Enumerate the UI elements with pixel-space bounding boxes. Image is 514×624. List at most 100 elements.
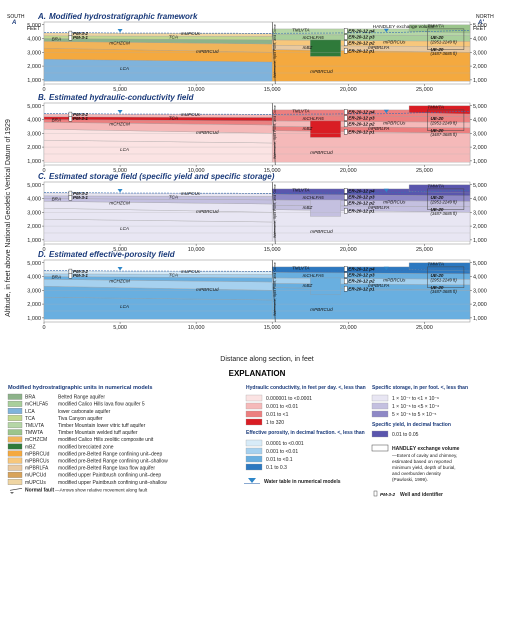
- x-tick-label: 15,000: [264, 87, 281, 93]
- unit-label-mchzcm: mCHZCM: [109, 122, 130, 127]
- porosity-swatch: [245, 447, 263, 455]
- water-table-symbol: [117, 29, 123, 33]
- ss-range-label: 1 × 10⁻⁶ to <5 × 10⁻⁶: [392, 404, 439, 410]
- explanation-legend: EXPLANATION Modified hydrostratigraphic …: [7, 369, 468, 498]
- water-table-symbol: [383, 266, 389, 271]
- well-marker: [344, 266, 348, 272]
- unit-label-mchlfa5: mCHLFA5: [303, 195, 325, 200]
- legend-swatch-mupcud: [7, 471, 23, 478]
- y-axis-label: Altitude, in feet above National Geodeti…: [5, 119, 12, 317]
- fault-label: Wahmonie, Split Point, and Dome: [273, 105, 277, 159]
- section-end-north: NORTH: [476, 14, 494, 20]
- units-heading: Modified hydrostratigraphic units in num…: [8, 385, 153, 391]
- legend-name-mpbrcus: modified pre-Belted Range confining unit…: [58, 459, 168, 465]
- well-legend-id: PM-3-2: [380, 492, 396, 497]
- layer-lca: [43, 219, 273, 242]
- well-label-ue20-lower: UE-20: [430, 285, 443, 290]
- handley-legend-desc: (Pawloski, 1999).: [392, 477, 428, 482]
- hk-range-label: 1 to 320: [266, 420, 284, 426]
- unit-label-mchlfa5: mCHLFA5: [303, 273, 325, 278]
- x-axis-label: Distance along section, in feet: [220, 356, 313, 363]
- y-tick-label-right: 5,000: [473, 183, 487, 189]
- well-label-pm32: PM-3-2: [73, 269, 89, 274]
- panel-d: D. Estimated effective-porosity field Wahm…: [27, 250, 487, 331]
- well-interval-ue20-upper: (2951-2249 ft): [430, 277, 457, 282]
- well-label-er4: ER-20-12 p1: [348, 286, 375, 291]
- panel-title-text: Estimated effective-porosity field: [49, 250, 176, 259]
- hk-range-label: 0.000001 to <0.0001: [266, 396, 312, 402]
- unit-label-mpbrcus: mPBRCUs: [383, 277, 406, 282]
- unit-label-tmlvta: TMLVTA: [292, 265, 310, 270]
- y-tick-label-left: 2,000: [27, 302, 41, 308]
- unit-label-lca: LCA: [120, 66, 129, 71]
- water-table-symbol: [117, 189, 123, 193]
- water-table-line: [43, 29, 471, 34]
- y-tick-label-left: 1,000: [27, 159, 41, 165]
- well-label-ue20-upper: UE-20: [430, 35, 443, 40]
- ss-swatch: [371, 394, 389, 402]
- hk-swatch: [245, 394, 263, 402]
- panel-letter: C.: [38, 172, 46, 181]
- unit-label-tmwta: TMWTA: [427, 24, 444, 29]
- x-tick-label: 5,000: [113, 87, 127, 93]
- well-marker: [344, 28, 348, 34]
- legend-name-lca: lower carbonate aquifer: [58, 409, 111, 415]
- legend-fault-desc: —Arrows show relative movement along fau…: [55, 487, 148, 492]
- panel-letter: A.: [37, 12, 46, 21]
- sy-heading: Specific yield, in decimal fraction: [372, 422, 451, 428]
- well-marker: [344, 129, 348, 135]
- y-tick-label-left: 4,000: [27, 275, 41, 281]
- well-interval-ue20-lower: (3487-3685 ft): [430, 289, 457, 294]
- well-label-er2: ER-20-12 p3: [348, 273, 375, 278]
- unit-label-tmlvta: TMLVTA: [292, 187, 310, 192]
- well-label-ue20-lower: UE-20: [430, 207, 443, 212]
- legend-code-mchzcm: mCHZCM: [25, 437, 47, 443]
- well-interval-ue20-upper: (2951-2249 ft): [430, 120, 457, 125]
- unit-label-mchzcm: mCHZCM: [109, 41, 130, 46]
- legend-code-mupcus: mUPCUs: [25, 480, 46, 486]
- well-label-ue20-upper: UE-20: [430, 116, 443, 121]
- y-tick-label-left: 4,000: [27, 37, 41, 43]
- y-tick-label-left: 1,000: [27, 78, 41, 84]
- unit-label-lca: LCA: [120, 147, 129, 152]
- legend-code-mpbrcud: mPBRCUd: [25, 451, 50, 457]
- y-tick-label-right: 4,000: [473, 118, 487, 124]
- unit-label-tca: TCA: [169, 35, 178, 40]
- well-label-er2: ER-20-12 p3: [348, 116, 375, 121]
- panel-title-text: Estimated hydraulic-conductivity field: [49, 93, 195, 102]
- well-legend-desc: Well and identifier: [400, 492, 443, 498]
- legend-swatch-mpbrcus: [7, 457, 23, 464]
- panel-title: D. Estimated effective-porosity field: [38, 250, 176, 259]
- legend-swatch-tmlvta: [7, 422, 23, 429]
- y-tick-label-left: 4,000: [27, 197, 41, 203]
- handley-legend-desc: estimated based on reported: [392, 459, 452, 464]
- handley-legend-name: HANDLEY exchange volume: [392, 446, 460, 452]
- water-table-symbol: [383, 28, 389, 33]
- y-tick-label-left: 1,000: [27, 238, 41, 244]
- handley-label: HANDLEY exchange volume: [373, 24, 435, 30]
- panel-title-text: Estimated storage field (specific yield …: [49, 172, 275, 181]
- x-tick-label: 0: [42, 87, 45, 93]
- well-label-ue20-lower: UE-20: [430, 47, 443, 52]
- unit-label-mpbrlfa: mPBRLFA: [368, 205, 389, 210]
- x-tick-label: 0: [42, 247, 45, 253]
- y-tick-label-right: 3,000: [473, 131, 487, 137]
- well-interval-ue20-upper: (2951-2249 ft): [430, 39, 457, 44]
- handley-legend-desc: minimum yield, depth of burial,: [392, 465, 456, 470]
- handley-swatch: [371, 444, 389, 452]
- layer-mbz: [310, 120, 341, 138]
- unit-label-bra: BRA: [52, 37, 61, 42]
- y-axis-unit-left: FEET: [27, 26, 41, 32]
- layer-lca: [43, 59, 273, 82]
- well-label-er3: ER-20-12 p2: [348, 122, 375, 127]
- y-tick-label-left: 1,000: [27, 316, 41, 322]
- water-table-symbol: [383, 109, 389, 114]
- unit-label-mupcus: mUPCUs: [181, 191, 201, 196]
- legend-name-bra: Belted Range aquifer: [58, 395, 105, 401]
- legend-name-mupcud: modified upper Paintbrush confining unit…: [58, 473, 161, 479]
- layer-mbz: [310, 199, 341, 217]
- x-tick-label: 15,000: [264, 325, 281, 331]
- legend-swatch-tca: [7, 415, 23, 421]
- water-table-line: [43, 267, 471, 272]
- porosity-swatch: [245, 463, 263, 471]
